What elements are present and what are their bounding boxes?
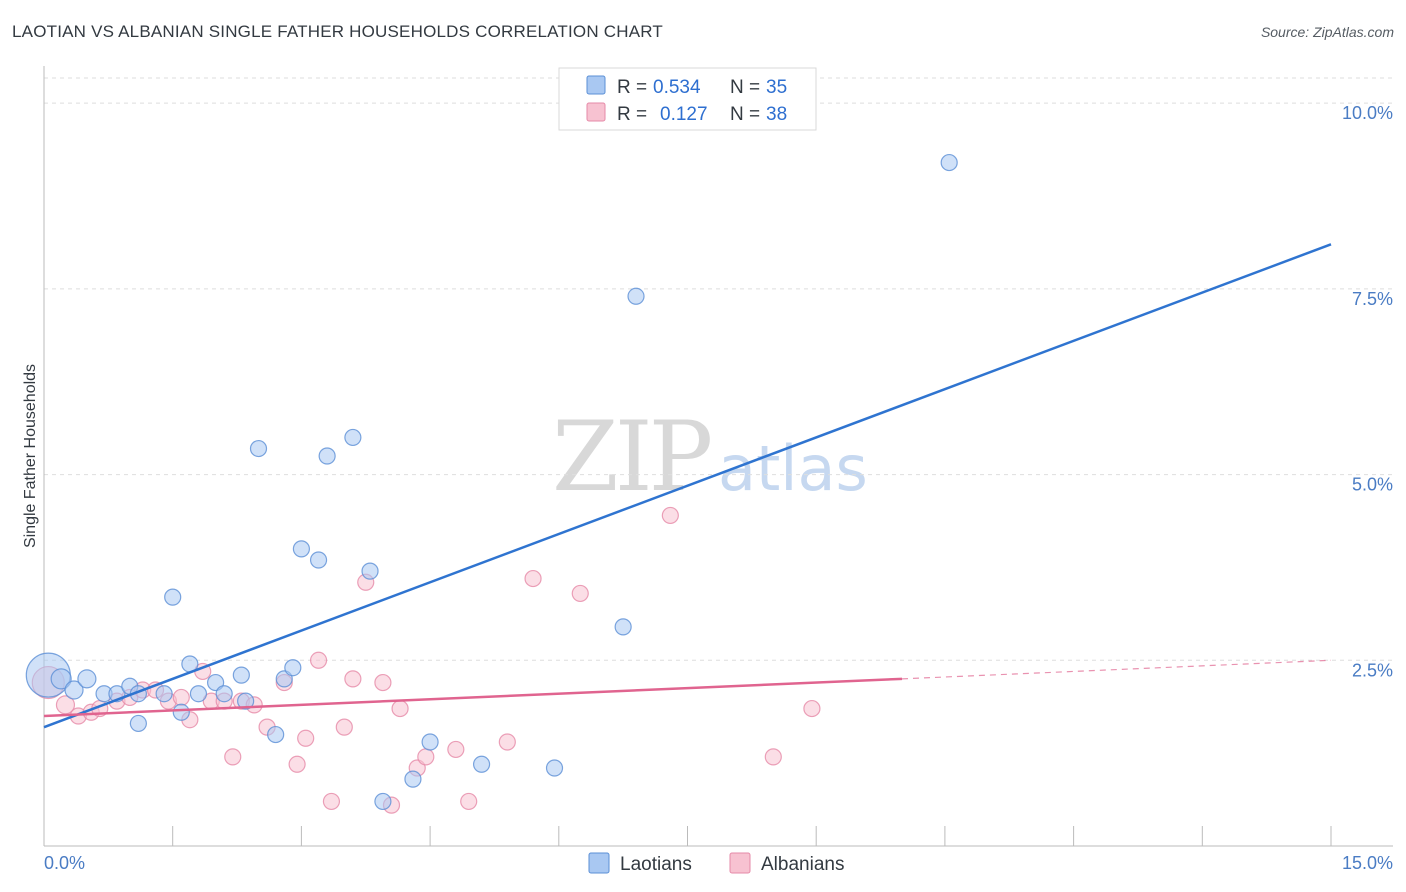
albanians-point — [288, 755, 306, 773]
albanians-point — [417, 748, 435, 766]
y-tick-label: 10.0% — [1342, 103, 1393, 123]
chart-title: LAOTIAN VS ALBANIAN SINGLE FATHER HOUSEH… — [12, 22, 663, 41]
laotians-point — [318, 447, 336, 465]
bottom-legend-swatch-laotians — [588, 852, 610, 874]
laotians-point — [155, 685, 173, 703]
bottom-legend: Laotians Albanians — [588, 852, 844, 875]
albanians-point — [344, 670, 362, 688]
laotians-point — [627, 287, 645, 305]
albanians-point — [447, 740, 465, 759]
albanians-point — [172, 688, 190, 707]
watermark-zip: ZIP — [552, 401, 711, 513]
laotians-point — [284, 659, 302, 677]
legend: R = 0.534 N = 35 R = 0.127 N = 38 — [558, 67, 817, 131]
laotians-point — [172, 703, 190, 721]
laotians-point — [237, 692, 255, 710]
x-tick-label-min: 0.0% — [44, 853, 85, 873]
y-tick-label: 7.5% — [1352, 289, 1393, 309]
albanians-point — [322, 792, 341, 811]
laotians-trend-line — [43, 243, 1332, 729]
laotians-point — [189, 685, 208, 703]
bottom-legend-swatch-albanians — [729, 852, 751, 874]
laotians-point — [129, 714, 147, 733]
albanians-point — [460, 792, 478, 811]
laotians-point — [940, 153, 958, 172]
laotians-points — [25, 153, 958, 811]
albanians-point — [297, 729, 315, 747]
x-tick-label-max: 15.0% — [1342, 853, 1393, 873]
laotians-point — [267, 725, 285, 744]
laotians-point — [374, 792, 392, 811]
gridlines — [44, 77, 1393, 661]
laotians-point — [77, 669, 97, 689]
laotians-point — [64, 680, 84, 700]
watermark: ZIP atlas — [552, 401, 868, 513]
legend-swatch-albanians — [586, 102, 606, 122]
legend-n-label-albanians: N = — [730, 104, 760, 125]
albanians-point — [661, 506, 679, 525]
y-tick-label: 2.5% — [1352, 660, 1393, 680]
albanians-point — [803, 699, 821, 718]
albanians-point — [498, 733, 516, 751]
axes — [43, 66, 1393, 847]
legend-r-value-albanians: 0.127 — [660, 104, 708, 125]
albanians-point — [571, 584, 589, 603]
legend-n-label-laotians: N = — [730, 77, 760, 98]
albanians-point — [335, 718, 353, 736]
laotians-point — [404, 770, 422, 788]
laotians-point — [50, 668, 72, 690]
legend-n-value-albanians: 38 — [766, 104, 787, 125]
laotians-point — [232, 666, 250, 684]
legend-swatch-laotians — [586, 75, 606, 95]
laotians-point — [421, 733, 439, 751]
albanians-trend-line-extension — [901, 659, 1332, 680]
albanians-point — [764, 748, 782, 766]
y-axis-label: Single Father Households — [22, 364, 39, 548]
laotians-point — [614, 618, 632, 636]
laotians-point — [545, 759, 564, 777]
laotians-point — [309, 551, 328, 569]
laotians-point — [472, 755, 491, 773]
legend-n-value-laotians: 35 — [766, 77, 787, 98]
laotians-point — [164, 588, 182, 606]
bottom-legend-label-laotians: Laotians — [620, 854, 692, 875]
trend-lines — [43, 243, 1332, 729]
legend-r-label-laotians: R = — [617, 77, 647, 98]
laotians-point — [292, 540, 310, 558]
legend-r-value-laotians: 0.534 — [653, 77, 701, 98]
albanians-point — [309, 651, 328, 669]
laotians-point — [215, 685, 233, 703]
laotians-point — [361, 562, 379, 580]
x-tick-labels: 0.0% 15.0% — [44, 853, 1393, 873]
albanians-point — [224, 748, 242, 766]
albanians-point — [391, 699, 409, 718]
laotians-point — [249, 439, 268, 458]
watermark-atlas: atlas — [718, 432, 868, 505]
albanians-point — [524, 569, 542, 588]
y-tick-labels: 2.5% 5.0% 7.5% 10.0% — [1342, 103, 1393, 680]
y-tick-label: 5.0% — [1352, 475, 1393, 495]
albanians-trend-line — [43, 677, 903, 718]
bottom-legend-label-albanians: Albanians — [761, 854, 844, 875]
albanians-point — [374, 673, 392, 692]
laotians-point — [344, 428, 362, 447]
legend-r-label-albanians: R = — [617, 104, 647, 125]
source-credit: Source: ZipAtlas.com — [1260, 24, 1394, 40]
